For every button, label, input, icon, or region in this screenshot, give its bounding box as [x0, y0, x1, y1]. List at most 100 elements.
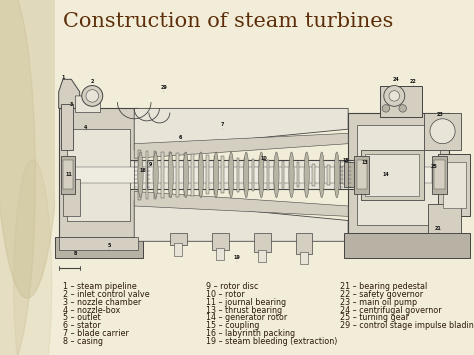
Text: 24: 24 [393, 77, 400, 82]
Bar [176, 153, 179, 197]
Text: 19: 19 [234, 255, 240, 261]
Text: 6 – stator: 6 – stator [63, 321, 100, 330]
Text: 29 – control stage impulse blading: 29 – control stage impulse blading [340, 321, 474, 330]
Bar [63, 160, 73, 189]
Text: 7 – blade carrier: 7 – blade carrier [63, 329, 129, 338]
Text: 15: 15 [343, 158, 349, 163]
Bar [61, 104, 73, 150]
Bar [296, 233, 312, 254]
Bar [335, 165, 337, 184]
Bar [214, 156, 217, 194]
Bar [206, 155, 209, 195]
Bar [65, 166, 432, 183]
Bar [55, 237, 143, 258]
Bar [169, 152, 171, 197]
Circle shape [382, 105, 390, 112]
Bar [146, 151, 148, 199]
Bar [438, 154, 470, 216]
Bar [216, 247, 224, 260]
Text: 23: 23 [437, 112, 444, 117]
Text: 2: 2 [91, 79, 94, 84]
Circle shape [86, 90, 99, 102]
Bar [348, 113, 449, 237]
Bar [342, 166, 345, 184]
Text: 14: 14 [383, 172, 389, 178]
Bar [344, 233, 470, 258]
Text: 23 – main oil pump: 23 – main oil pump [340, 298, 417, 307]
Bar [355, 156, 369, 193]
Text: 10 – rotor: 10 – rotor [206, 290, 244, 299]
Bar [61, 156, 75, 193]
Bar [312, 164, 315, 186]
Bar [199, 155, 201, 195]
Circle shape [430, 119, 455, 144]
Ellipse shape [304, 152, 309, 198]
Ellipse shape [289, 152, 294, 198]
Bar [258, 250, 266, 262]
Bar [290, 162, 292, 188]
Text: 3 – nozzle chamber: 3 – nozzle chamber [63, 298, 141, 307]
Text: 13 – thrust bearing: 13 – thrust bearing [206, 306, 282, 315]
Bar [428, 204, 461, 233]
Circle shape [399, 105, 407, 112]
Circle shape [389, 91, 400, 101]
Bar [221, 157, 224, 193]
Bar [443, 162, 465, 208]
Bar [432, 156, 447, 193]
Text: 11: 11 [66, 172, 73, 178]
Text: 11 – journal bearing: 11 – journal bearing [206, 298, 286, 307]
Bar [138, 150, 141, 200]
Bar [229, 157, 231, 193]
Text: 3: 3 [70, 102, 73, 107]
Circle shape [0, 0, 36, 355]
Ellipse shape [213, 152, 219, 198]
Polygon shape [134, 200, 348, 241]
Ellipse shape [244, 152, 249, 198]
Text: 25: 25 [431, 164, 438, 169]
Text: 2 – inlet control valve: 2 – inlet control valve [63, 290, 149, 299]
Text: 21 – bearing pedestal: 21 – bearing pedestal [340, 282, 427, 291]
Ellipse shape [138, 152, 143, 198]
Polygon shape [134, 191, 348, 216]
Text: 7: 7 [220, 122, 224, 127]
Bar [59, 237, 138, 250]
Text: 6: 6 [179, 135, 182, 140]
Text: 15 – coupling: 15 – coupling [206, 321, 259, 330]
Ellipse shape [168, 152, 173, 198]
Bar [252, 159, 254, 191]
Bar [282, 161, 284, 189]
Bar [424, 113, 461, 150]
Text: 8 – casing: 8 – casing [63, 337, 103, 346]
Bar [59, 108, 138, 241]
Bar [212, 233, 228, 250]
Text: 22: 22 [410, 79, 417, 84]
Bar [267, 160, 269, 190]
Bar [244, 158, 246, 191]
Bar [170, 233, 187, 245]
Bar [237, 158, 239, 192]
Bar [356, 125, 440, 225]
Text: 13: 13 [362, 160, 368, 165]
Text: 5: 5 [107, 243, 111, 248]
Bar [67, 129, 130, 220]
Bar [154, 151, 156, 198]
Bar [327, 165, 330, 185]
Text: 1 – steam pipeline: 1 – steam pipeline [63, 282, 137, 291]
Ellipse shape [274, 152, 279, 198]
Bar [319, 164, 322, 186]
Text: 24 – centrifugal governor: 24 – centrifugal governor [340, 306, 441, 315]
Bar [274, 160, 277, 189]
Text: 10: 10 [261, 156, 268, 161]
Bar [365, 154, 419, 196]
Ellipse shape [183, 152, 189, 198]
Polygon shape [134, 133, 348, 158]
Text: 4 – nozzle-box: 4 – nozzle-box [63, 306, 120, 315]
Text: 9: 9 [149, 162, 153, 167]
Bar [361, 150, 424, 200]
Text: 4: 4 [84, 125, 88, 130]
Ellipse shape [319, 152, 324, 198]
Bar [161, 152, 164, 198]
Text: 22 – safety governor: 22 – safety governor [340, 290, 423, 299]
Text: Construction of steam turbines: Construction of steam turbines [63, 12, 393, 32]
Text: 14 – generator rotor: 14 – generator rotor [206, 313, 287, 322]
